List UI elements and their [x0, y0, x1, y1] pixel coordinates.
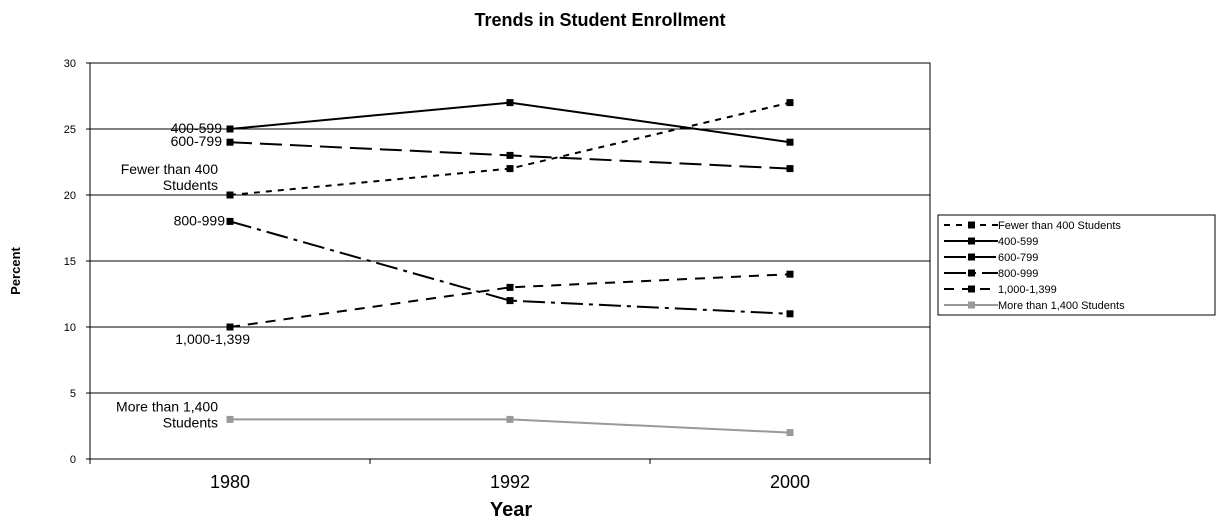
y-tick-label: 5 [70, 388, 76, 400]
data-point [506, 297, 514, 305]
legend-label: Fewer than 400 Students [998, 220, 1121, 232]
data-point [506, 99, 514, 107]
data-point [226, 191, 234, 199]
data-point [226, 415, 234, 423]
legend-label: 800-999 [998, 268, 1038, 280]
data-point [786, 310, 794, 318]
series-annotation: Fewer than 400 [121, 161, 218, 177]
data-point [506, 283, 514, 291]
series-annotation: 400-599 [171, 120, 223, 136]
y-tick-label: 30 [64, 58, 76, 70]
y-tick-label: 10 [64, 322, 76, 334]
legend-marker [968, 221, 975, 229]
legend-label: More than 1,400 Students [998, 300, 1125, 312]
data-point [786, 99, 794, 107]
y-axis-title: Percent [8, 246, 23, 294]
data-point [226, 323, 234, 331]
data-point [506, 415, 514, 423]
data-point [226, 138, 234, 146]
x-tick-label: 1980 [210, 472, 250, 492]
x-tick-label: 1992 [490, 472, 530, 492]
data-point [786, 270, 794, 278]
legend-label: 600-799 [998, 252, 1038, 264]
series-line [229, 220, 791, 315]
y-tick-label: 25 [64, 124, 76, 136]
series-annotation: Students [163, 414, 218, 430]
data-point [506, 151, 514, 159]
data-point [786, 165, 794, 173]
legend-label: 400-599 [998, 236, 1038, 248]
legend-marker [968, 253, 975, 261]
legend-marker [968, 237, 975, 245]
series-annotation: More than 1,400 [116, 398, 218, 414]
legend-box [937, 214, 1216, 316]
data-point [786, 138, 794, 146]
series-annotation: 800-999 [174, 212, 226, 228]
series-line [229, 101, 791, 196]
series-annotation: 1,000-1,399 [175, 331, 250, 347]
data-point [786, 429, 794, 437]
series-annotation: Students [163, 177, 218, 193]
legend-marker [968, 301, 975, 309]
chart-title: Trends in Student Enrollment [474, 10, 725, 30]
series-annotation: 600-799 [171, 133, 223, 149]
legend-marker [968, 285, 975, 293]
y-tick-label: 20 [64, 190, 76, 202]
x-axis-title: Year [490, 499, 532, 521]
legend-label: 1,000-1,399 [998, 284, 1057, 296]
data-point [506, 165, 514, 173]
legend: Fewer than 400 Students 400-599 600-799 800… [937, 214, 1216, 316]
data-point [226, 217, 234, 225]
series-line [229, 273, 791, 328]
legend-marker [968, 269, 975, 277]
y-tick-label: 15 [64, 256, 76, 268]
x-tick-label: 2000 [770, 472, 810, 492]
y-tick-label: 0 [70, 454, 76, 466]
data-point [226, 125, 234, 133]
